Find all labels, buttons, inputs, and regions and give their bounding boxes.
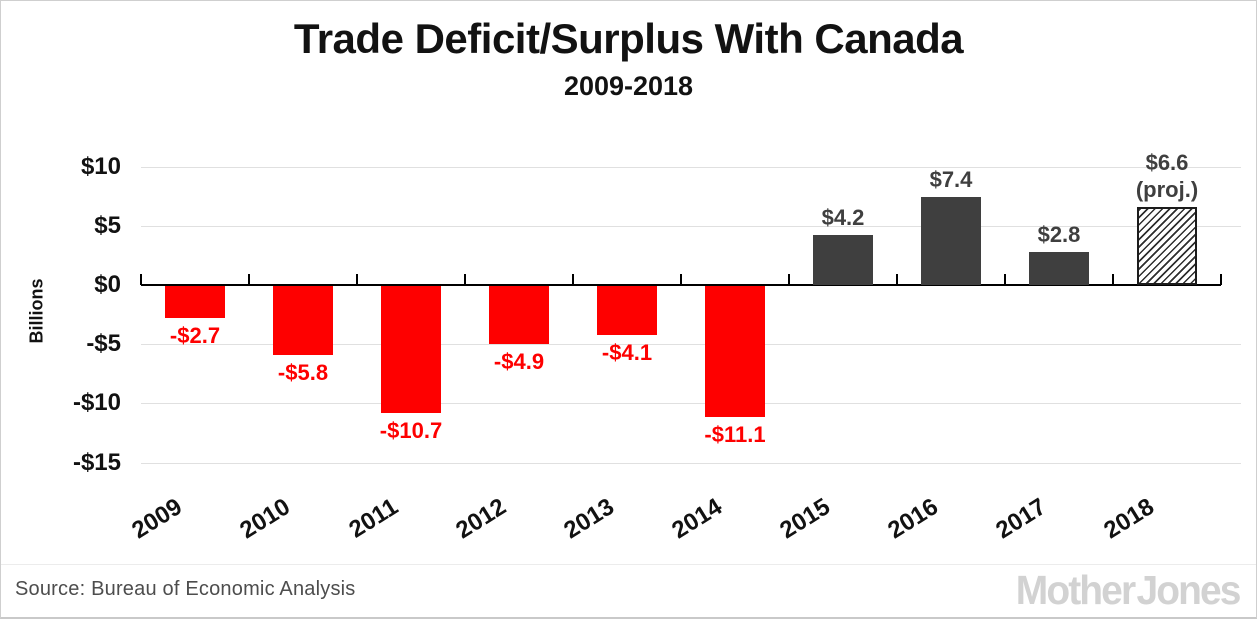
y-tick-label: -$5 (86, 330, 121, 357)
x-axis-label: 2011 (344, 493, 403, 544)
bar-2009 (165, 286, 225, 318)
x-axis-label: 2010 (235, 493, 295, 545)
bar-2016 (921, 197, 981, 285)
bar-value-label: -$4.9 (493, 349, 545, 374)
axis-tick (140, 274, 142, 285)
axis-tick (464, 274, 466, 285)
y-tick-label: $10 (80, 153, 121, 180)
gridline (141, 403, 1241, 404)
axis-tick (788, 274, 790, 285)
zero-axis-line (141, 284, 1221, 286)
gridline (141, 463, 1241, 464)
gridline (141, 344, 1241, 345)
axis-tick (1004, 274, 1006, 285)
source-text: Source: Bureau of Economic Analysis (15, 578, 356, 600)
bar-2011 (381, 286, 441, 413)
axis-tick (356, 274, 358, 285)
y-tick-label: $5 (94, 212, 121, 239)
x-axis-label: 2012 (451, 493, 511, 545)
bar-2018 (1137, 207, 1197, 285)
x-axis-label: 2016 (883, 493, 943, 545)
footer-divider (1, 564, 1256, 565)
bar-2012 (489, 286, 549, 344)
bar-value-label: $6.6 (proj.) (1135, 150, 1199, 202)
bar-value-label: -$11.1 (704, 422, 766, 447)
gridline (141, 226, 1241, 227)
axis-tick (896, 274, 898, 285)
y-tick-label: $0 (94, 271, 121, 298)
bar-value-label: $7.4 (929, 167, 973, 192)
x-axis-label: 2015 (775, 493, 835, 545)
motherjones-logo: Mother Jones (1016, 567, 1242, 613)
axis-tick (572, 274, 574, 285)
x-axis-label: 2009 (127, 493, 187, 545)
bar-value-label: -$10.7 (379, 418, 443, 443)
bar-2010 (273, 286, 333, 355)
chart-subtitle: 2009-2018 (563, 71, 694, 101)
y-tick-label: -$10 (72, 389, 121, 416)
x-axis-label: 2013 (559, 493, 619, 545)
axis-tick (1112, 274, 1114, 285)
bar-value-label: -$2.7 (169, 323, 221, 348)
bar-value-label: -$4.1 (601, 340, 653, 365)
axis-tick (1220, 274, 1222, 285)
chart-title: Trade Deficit/Surplus With Canada (293, 15, 964, 62)
bar-value-label: -$5.8 (277, 360, 329, 385)
y-tick-label: -$15 (72, 449, 121, 476)
bar-2017 (1029, 252, 1089, 285)
x-axis-label: 2014 (667, 493, 727, 545)
bar-2015 (813, 235, 873, 285)
bar-2013 (597, 286, 657, 335)
axis-tick (248, 274, 250, 285)
bar-2014 (705, 286, 765, 417)
gridline (141, 167, 1241, 168)
x-axis-label: 2018 (1099, 493, 1159, 545)
axis-tick (680, 274, 682, 285)
bar-value-label: $4.2 (821, 205, 865, 230)
bar-value-label: $2.8 (1037, 222, 1081, 247)
x-axis-label: 2017 (991, 493, 1051, 545)
